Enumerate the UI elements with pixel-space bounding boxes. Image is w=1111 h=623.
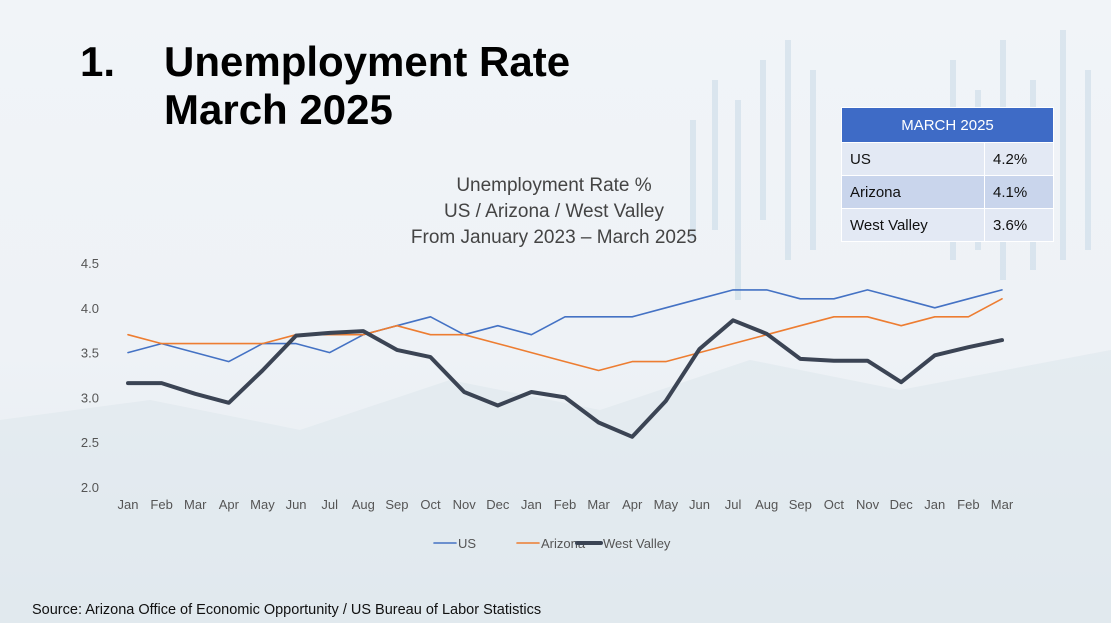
- x-tick-label: Oct: [420, 497, 441, 512]
- y-tick-label: 4.5: [81, 256, 99, 271]
- table-row: US 4.2%: [841, 142, 1054, 176]
- y-tick-label: 3.5: [81, 346, 99, 361]
- y-tick-label: 2.0: [81, 480, 99, 495]
- x-tick-label: Jan: [924, 497, 945, 512]
- slide-title-line2: March 2025: [164, 86, 393, 133]
- table-row: Arizona 4.1%: [841, 175, 1054, 209]
- x-tick-label: Sep: [385, 497, 408, 512]
- x-tick-label: Mar: [184, 497, 207, 512]
- x-tick-label: Apr: [219, 497, 240, 512]
- x-tick-label: Jul: [321, 497, 338, 512]
- y-axis: 2.0 2.5 3.0 3.5 4.0 4.5: [81, 256, 99, 495]
- x-tick-label: Nov: [856, 497, 880, 512]
- x-tick-label: Feb: [150, 497, 172, 512]
- series-line-west-valley: [126, 318, 1004, 439]
- x-tick-label: Dec: [890, 497, 914, 512]
- x-tick-label: May: [654, 497, 679, 512]
- x-tick-label: Jun: [689, 497, 710, 512]
- slide-title-line1: Unemployment Rate: [164, 38, 571, 85]
- source-note: Source: Arizona Office of Economic Oppor…: [32, 602, 542, 618]
- slide-number: 1.: [80, 38, 116, 85]
- x-tick-label: Aug: [352, 497, 375, 512]
- y-tick-label: 2.5: [81, 435, 99, 450]
- chart-series: [126, 289, 1004, 439]
- summary-table-header: MARCH 2025: [841, 107, 1054, 143]
- x-tick-label: Feb: [957, 497, 979, 512]
- row-value: 4.2%: [984, 142, 1054, 176]
- row-label: Arizona: [841, 175, 985, 209]
- x-tick-label: Mar: [991, 497, 1014, 512]
- chart-title-line2: US / Arizona / West Valley: [444, 201, 664, 222]
- table-row: West Valley 3.6%: [841, 208, 1054, 242]
- x-tick-label: Jun: [286, 497, 307, 512]
- row-value: 3.6%: [984, 208, 1054, 242]
- x-tick-label: Mar: [587, 497, 610, 512]
- chart-title-line3: From January 2023 – March 2025: [410, 227, 698, 248]
- x-axis: Jan Feb Mar Apr May Jun Jul Aug Sep Oct Nov Dec Jan F…: [118, 497, 1014, 512]
- x-tick-label: Nov: [453, 497, 477, 512]
- chart-legend: US Arizona West Valley: [433, 536, 671, 551]
- row-value: 4.1%: [984, 175, 1054, 209]
- row-label: West Valley: [841, 208, 985, 242]
- legend-label: West Valley: [603, 536, 671, 551]
- x-tick-label: Jul: [725, 497, 742, 512]
- chart-title-line1: Unemployment Rate %: [456, 175, 652, 196]
- x-tick-label: Sep: [789, 497, 812, 512]
- x-tick-label: Dec: [486, 497, 510, 512]
- legend-label: US: [458, 536, 476, 551]
- x-tick-label: Aug: [755, 497, 778, 512]
- summary-table: MARCH 2025 US 4.2% Arizona 4.1% West Val…: [841, 107, 1054, 242]
- x-tick-label: Jan: [118, 497, 139, 512]
- legend-label: Arizona: [541, 536, 586, 551]
- x-tick-label: Apr: [622, 497, 643, 512]
- chart-title: Unemployment Rate % US / Arizona / West …: [354, 173, 754, 251]
- x-tick-label: Jan: [521, 497, 542, 512]
- series-line-arizona: [127, 297, 1003, 372]
- x-tick-label: Feb: [554, 497, 576, 512]
- series-line-us: [127, 289, 1003, 363]
- y-tick-label: 4.0: [81, 301, 99, 316]
- x-tick-label: Oct: [824, 497, 845, 512]
- row-label: US: [841, 142, 985, 176]
- x-tick-label: May: [250, 497, 275, 512]
- y-tick-label: 3.0: [81, 390, 99, 405]
- slide-title: 1. Unemployment Rate March 2025: [80, 38, 570, 134]
